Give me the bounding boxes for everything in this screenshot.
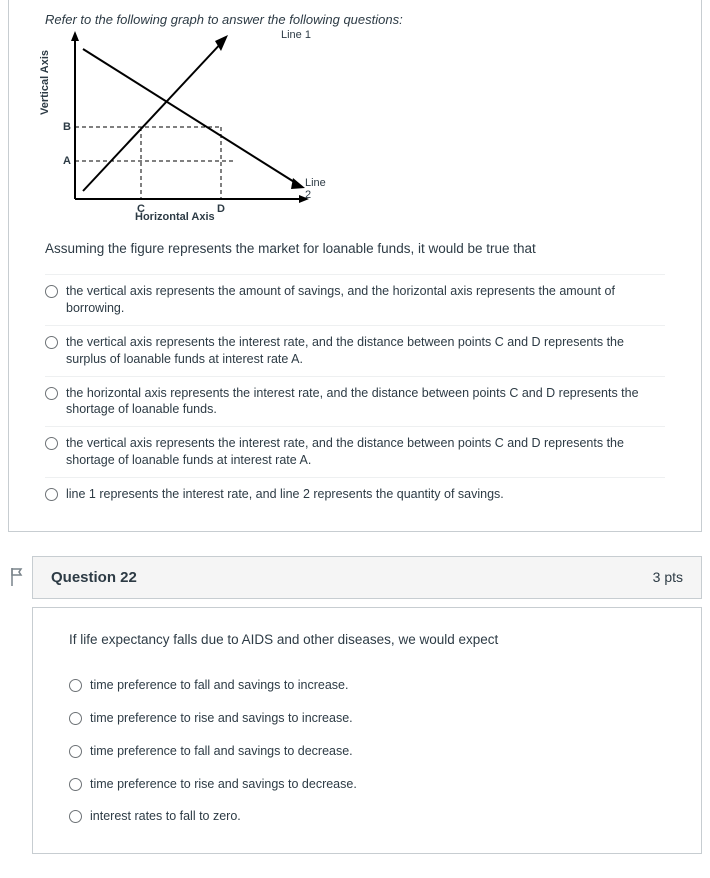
question-22-points: 3 pts <box>653 569 683 585</box>
option-row[interactable]: interest rates to fall to zero. <box>69 800 665 833</box>
option-text: line 1 represents the interest rate, and… <box>66 486 504 503</box>
radio-icon[interactable] <box>69 679 82 692</box>
option-text: the vertical axis represents the amount … <box>66 283 665 317</box>
radio-icon[interactable] <box>45 387 58 400</box>
radio-icon[interactable] <box>69 778 82 791</box>
option-text: interest rates to fall to zero. <box>90 808 241 825</box>
radio-icon[interactable] <box>45 488 58 501</box>
question-21-body: Refer to the following graph to answer t… <box>9 0 701 531</box>
question-22-options: time preference to fall and savings to i… <box>69 669 665 833</box>
option-text: the vertical axis represents the interes… <box>66 435 665 469</box>
line1-label: Line 1 <box>281 29 311 41</box>
question-21-options: the vertical axis represents the amount … <box>45 274 665 511</box>
option-row[interactable]: time preference to fall and savings to i… <box>69 669 665 702</box>
flag-icon[interactable] <box>8 566 26 588</box>
question-22-body: If life expectancy falls due to AIDS and… <box>33 608 701 853</box>
option-text: time preference to rise and savings to d… <box>90 776 357 793</box>
option-row[interactable]: the vertical axis represents the amount … <box>45 274 665 325</box>
line2-label: Line 2 <box>305 177 326 201</box>
question-22-header: Question 22 3 pts <box>32 556 702 599</box>
radio-icon[interactable] <box>45 437 58 450</box>
option-row[interactable]: line 1 represents the interest rate, and… <box>45 477 665 511</box>
graph-instruction: Refer to the following graph to answer t… <box>45 12 665 27</box>
point-label-c: C <box>137 203 145 215</box>
loanable-funds-graph: Vertical Axis Horizontal Axis B A C D Li… <box>45 29 325 229</box>
question-22-header-row: Question 22 3 pts <box>0 556 710 599</box>
radio-icon[interactable] <box>45 285 58 298</box>
option-text: time preference to fall and savings to i… <box>90 677 348 694</box>
option-text: time preference to fall and savings to d… <box>90 743 353 760</box>
option-row[interactable]: the vertical axis represents the interes… <box>45 325 665 376</box>
option-row[interactable]: time preference to fall and savings to d… <box>69 735 665 768</box>
option-row[interactable]: the horizontal axis represents the inter… <box>45 376 665 427</box>
option-text: the horizontal axis represents the inter… <box>66 385 665 419</box>
radio-icon[interactable] <box>69 712 82 725</box>
point-label-d: D <box>217 203 225 215</box>
option-text: the vertical axis represents the interes… <box>66 334 665 368</box>
option-row[interactable]: time preference to rise and savings to i… <box>69 702 665 735</box>
question-22-text: If life expectancy falls due to AIDS and… <box>69 632 665 647</box>
point-label-a: A <box>63 155 71 167</box>
radio-icon[interactable] <box>45 336 58 349</box>
question-21-text: Assuming the figure represents the marke… <box>45 241 665 256</box>
question-21-card: Refer to the following graph to answer t… <box>8 0 702 532</box>
graph-svg <box>45 29 315 219</box>
radio-icon[interactable] <box>69 810 82 823</box>
point-label-b: B <box>63 121 71 133</box>
radio-icon[interactable] <box>69 745 82 758</box>
question-22-card: If life expectancy falls due to AIDS and… <box>32 607 702 854</box>
option-row[interactable]: time preference to rise and savings to d… <box>69 768 665 801</box>
option-row[interactable]: the vertical axis represents the interes… <box>45 426 665 477</box>
horizontal-axis-label: Horizontal Axis <box>135 211 215 223</box>
option-text: time preference to rise and savings to i… <box>90 710 353 727</box>
question-22-title: Question 22 <box>51 569 137 586</box>
vertical-axis-label: Vertical Axis <box>39 50 51 115</box>
